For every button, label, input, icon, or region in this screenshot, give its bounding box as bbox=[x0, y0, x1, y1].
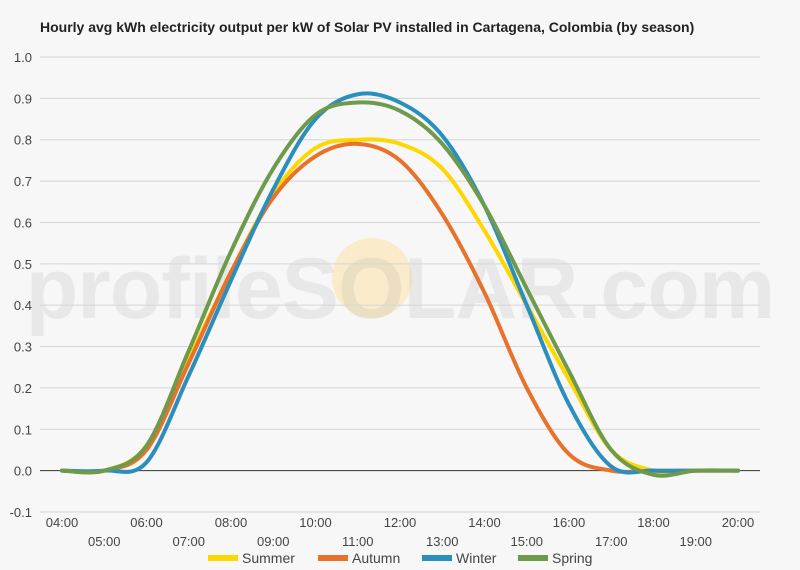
legend-swatch-autumn bbox=[318, 555, 348, 561]
y-tick-label: 0.3 bbox=[14, 340, 32, 355]
x-tick-label: 13:00 bbox=[426, 534, 459, 549]
chart-title: Hourly avg kWh electricity output per kW… bbox=[40, 19, 695, 35]
x-tick-label: 07:00 bbox=[172, 534, 205, 549]
x-tick-label: 16:00 bbox=[553, 515, 586, 530]
y-tick-label: 0.0 bbox=[14, 464, 32, 479]
y-tick-label: 0.7 bbox=[14, 174, 32, 189]
x-tick-label: 20:00 bbox=[722, 515, 755, 530]
series-line-winter bbox=[60, 91, 740, 475]
x-tick-label: 19:00 bbox=[679, 534, 712, 549]
x-tick-label: 09:00 bbox=[257, 534, 290, 549]
y-tick-label: 0.1 bbox=[14, 422, 32, 437]
legend-label-summer: Summer bbox=[242, 550, 295, 566]
y-tick-label: 0.4 bbox=[14, 298, 32, 313]
y-tick-label: 1.0 bbox=[14, 50, 32, 65]
legend-swatch-spring bbox=[518, 555, 548, 561]
x-tick-label: 12:00 bbox=[384, 515, 417, 530]
y-tick-label: 0.8 bbox=[14, 133, 32, 148]
x-tick-label: 17:00 bbox=[595, 534, 628, 549]
x-tick-label: 04:00 bbox=[46, 515, 79, 530]
legend-swatch-summer bbox=[208, 555, 238, 561]
watermark-sun-icon bbox=[332, 238, 412, 318]
x-tick-label: 15:00 bbox=[510, 534, 543, 549]
legend-label-spring: Spring bbox=[552, 550, 592, 566]
x-tick-label: 14:00 bbox=[468, 515, 501, 530]
x-tick-label: 10:00 bbox=[299, 515, 332, 530]
x-tick-label: 08:00 bbox=[215, 515, 248, 530]
y-tick-label: -0.1 bbox=[10, 505, 32, 520]
series-line-autumn bbox=[60, 141, 740, 475]
x-tick-label: 05:00 bbox=[88, 534, 121, 549]
x-tick-label: 18:00 bbox=[637, 515, 670, 530]
y-tick-label: 0.2 bbox=[14, 381, 32, 396]
legend-label-winter: Winter bbox=[456, 550, 497, 566]
series-line-spring bbox=[60, 100, 740, 478]
legend-swatch-winter bbox=[422, 555, 452, 561]
x-tick-label: 11:00 bbox=[342, 534, 374, 549]
y-tick-label: 0.5 bbox=[14, 257, 32, 272]
x-tick-label: 06:00 bbox=[130, 515, 163, 530]
legend-label-autumn: Autumn bbox=[352, 550, 400, 566]
y-tick-label: 0.6 bbox=[14, 215, 32, 230]
y-tick-label: 0.9 bbox=[14, 91, 32, 106]
